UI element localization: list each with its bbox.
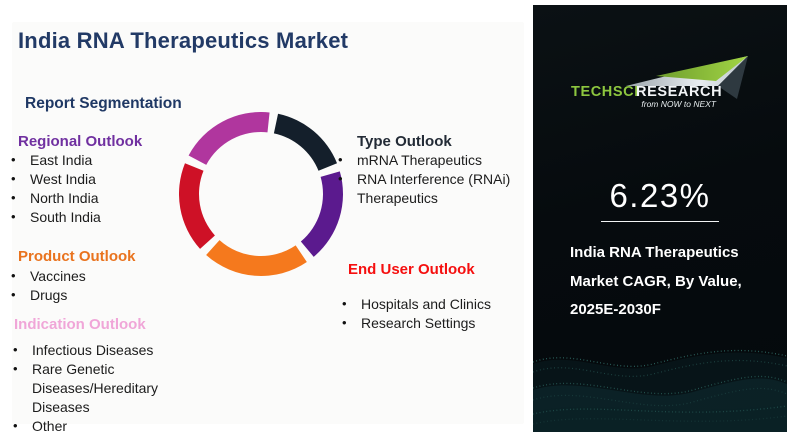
logo-arrow-tip — [718, 56, 748, 99]
divider-line — [601, 221, 719, 222]
list-item: RNA Interference (RNAi) Therapeutics — [337, 169, 525, 208]
list-item: Other — [12, 416, 217, 432]
list-item: North India — [10, 188, 190, 208]
list-item: South India — [10, 207, 190, 227]
type-outlook-list: mRNA Therapeutics RNA Interference (RNAi… — [337, 150, 525, 208]
wave-pattern — [533, 349, 787, 432]
list-item: Infectious Diseases — [12, 340, 217, 360]
list-item: Hospitals and Clinics — [341, 294, 521, 314]
donut-segment-dark-navy — [273, 113, 338, 171]
list-item: Vaccines — [10, 266, 190, 286]
indication-outlook-list: Infectious Diseases Rare Genetic Disease… — [12, 340, 217, 432]
logo-arrow-green — [656, 56, 748, 81]
list-item: mRNA Therapeutics — [337, 150, 525, 170]
caption-line: 2025E-2030F — [570, 301, 661, 318]
caption-line: Market CAGR, By Value, — [570, 272, 742, 290]
end-user-outlook-heading: End User Outlook — [348, 261, 475, 278]
logo-tagline: from NOW to NEXT — [641, 99, 716, 109]
logo-brand-primary: TECHSCI — [571, 84, 639, 100]
regional-outlook-list: East India West India North India South … — [10, 150, 190, 227]
list-item: Rare Genetic Diseases/Hereditary Disease… — [12, 359, 217, 417]
indication-outlook-heading: Indication Outlook — [14, 316, 146, 333]
cagr-value: 6.23% — [609, 177, 711, 214]
list-item: West India — [10, 169, 190, 189]
report-segmentation-heading: Report Segmentation — [25, 95, 182, 112]
product-outlook-heading: Product Outlook — [18, 248, 136, 265]
donut-chart-svg — [178, 112, 343, 276]
end-user-outlook-list: Hospitals and Clinics Research Settings — [341, 294, 521, 333]
list-item: Research Settings — [341, 313, 521, 333]
stat-panel: TECHSCI RESEARCH from NOW to NEXT 6.23% … — [533, 5, 787, 432]
logo-brand-secondary: RESEARCH — [636, 84, 722, 100]
cagr-caption: India RNA Therapeutics Market CAGR, By V… — [570, 239, 775, 325]
techsci-logo-svg: TECHSCI RESEARCH from NOW to NEXT — [571, 56, 748, 109]
product-outlook-list: Vaccines Drugs — [10, 266, 190, 305]
donut-segment-red — [178, 163, 215, 249]
donut-segment-purple — [300, 171, 343, 257]
donut-segment-orange — [206, 240, 307, 276]
page-title: India RNA Therapeutics Market — [18, 28, 349, 53]
type-outlook-heading: Type Outlook — [357, 133, 452, 150]
caption-line: India RNA Therapeutics — [570, 244, 739, 261]
techsci-logo: TECHSCI RESEARCH from NOW to NEXT — [570, 55, 750, 109]
list-item: Drugs — [10, 285, 190, 305]
donut-chart — [178, 112, 343, 276]
list-item: East India — [10, 150, 190, 170]
regional-outlook-heading: Regional Outlook — [18, 133, 143, 150]
donut-segment-magenta — [188, 112, 270, 165]
